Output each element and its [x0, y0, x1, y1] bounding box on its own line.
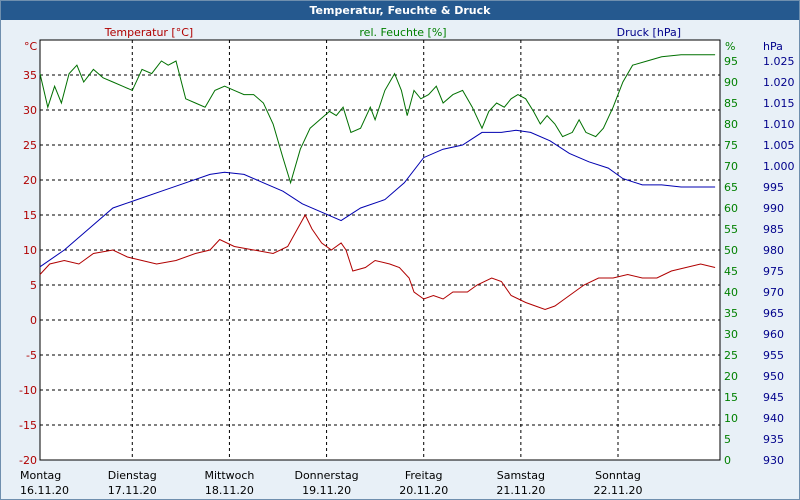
- right-tick-label: 930: [763, 454, 784, 467]
- x-day-label: Sonntag: [595, 469, 641, 482]
- right-tick-label: 965: [763, 307, 784, 320]
- mid-tick-label: 30: [724, 328, 738, 341]
- left-axis-unit: °C: [24, 40, 38, 53]
- right-tick-label: 1.025: [763, 55, 795, 68]
- right-tick-label: 1.020: [763, 76, 795, 89]
- mid-axis-unit: %: [725, 40, 735, 53]
- right-tick-label: 1.005: [763, 139, 795, 152]
- right-tick-label: 1.010: [763, 118, 795, 131]
- left-tick-label: 0: [30, 314, 37, 327]
- right-tick-label: 980: [763, 244, 784, 257]
- legend-humidity: rel. Feuchte [%]: [359, 26, 446, 39]
- mid-tick-label: 90: [724, 76, 738, 89]
- x-date-label: 22.11.20: [594, 484, 643, 497]
- left-tick-label: 35: [23, 69, 37, 82]
- left-tick-label: 15: [23, 209, 37, 222]
- right-axis-unit: hPa: [763, 40, 783, 53]
- legend-temp: Temperatur [°C]: [104, 26, 193, 39]
- x-day-label: Freitag: [405, 469, 443, 482]
- left-tick-label: 10: [23, 244, 37, 257]
- left-tick-label: -20: [19, 454, 37, 467]
- mid-tick-label: 5: [724, 433, 731, 446]
- mid-tick-label: 45: [724, 265, 738, 278]
- mid-tick-label: 15: [724, 391, 738, 404]
- right-tick-label: 960: [763, 328, 784, 341]
- mid-tick-label: 50: [724, 244, 738, 257]
- left-tick-label: 30: [23, 104, 37, 117]
- right-tick-label: 1.000: [763, 160, 795, 173]
- series-line-right: [39, 129, 716, 268]
- x-date-label: 19.11.20: [302, 484, 351, 497]
- x-day-label: Donnerstag: [294, 469, 358, 482]
- mid-tick-label: 55: [724, 223, 738, 236]
- left-tick-label: -15: [19, 419, 37, 432]
- mid-tick-label: 25: [724, 349, 738, 362]
- right-tick-label: 985: [763, 223, 784, 236]
- mid-tick-label: 60: [724, 202, 738, 215]
- x-day-label: Montag: [20, 469, 61, 482]
- mid-tick-label: 35: [724, 307, 738, 320]
- mid-tick-label: 75: [724, 139, 738, 152]
- x-date-label: 16.11.20: [20, 484, 69, 497]
- left-tick-label: 25: [23, 139, 37, 152]
- right-tick-label: 1.015: [763, 97, 795, 110]
- x-date-label: 21.11.20: [496, 484, 545, 497]
- right-tick-label: 995: [763, 181, 784, 194]
- right-tick-label: 950: [763, 370, 784, 383]
- right-tick-label: 990: [763, 202, 784, 215]
- mid-tick-label: 40: [724, 286, 738, 299]
- mid-tick-label: 10: [724, 412, 738, 425]
- left-tick-label: 20: [23, 174, 37, 187]
- right-tick-label: 935: [763, 433, 784, 446]
- left-tick-label: -10: [19, 384, 37, 397]
- x-day-label: Mittwoch: [204, 469, 254, 482]
- left-tick-label: -5: [26, 349, 37, 362]
- mid-tick-label: 65: [724, 181, 738, 194]
- mid-tick-label: 70: [724, 160, 738, 173]
- x-day-label: Dienstag: [108, 469, 157, 482]
- mid-tick-label: 0: [724, 454, 731, 467]
- x-day-label: Samstag: [497, 469, 545, 482]
- series-line-left: [39, 213, 716, 311]
- right-tick-label: 945: [763, 391, 784, 404]
- grid-lines: [40, 40, 720, 460]
- series-lines: [39, 54, 716, 311]
- series-line-mid: [39, 54, 716, 185]
- chart-title: Temperatur, Feuchte & Druck: [1, 1, 799, 20]
- mid-tick-label: 95: [724, 55, 738, 68]
- right-tick-label: 975: [763, 265, 784, 278]
- mid-tick-label: 20: [724, 370, 738, 383]
- right-tick-label: 940: [763, 412, 784, 425]
- mid-tick-label: 80: [724, 118, 738, 131]
- right-tick-label: 970: [763, 286, 784, 299]
- x-date-label: 20.11.20: [399, 484, 448, 497]
- x-date-label: 17.11.20: [108, 484, 157, 497]
- left-tick-label: 5: [30, 279, 37, 292]
- x-date-label: 18.11.20: [205, 484, 254, 497]
- right-tick-label: 955: [763, 349, 784, 362]
- legend-pressure: Druck [hPa]: [617, 26, 681, 39]
- tick-labels: 35302520151050-5-10-15-20959085807570656…: [19, 55, 794, 497]
- mid-tick-label: 85: [724, 97, 738, 110]
